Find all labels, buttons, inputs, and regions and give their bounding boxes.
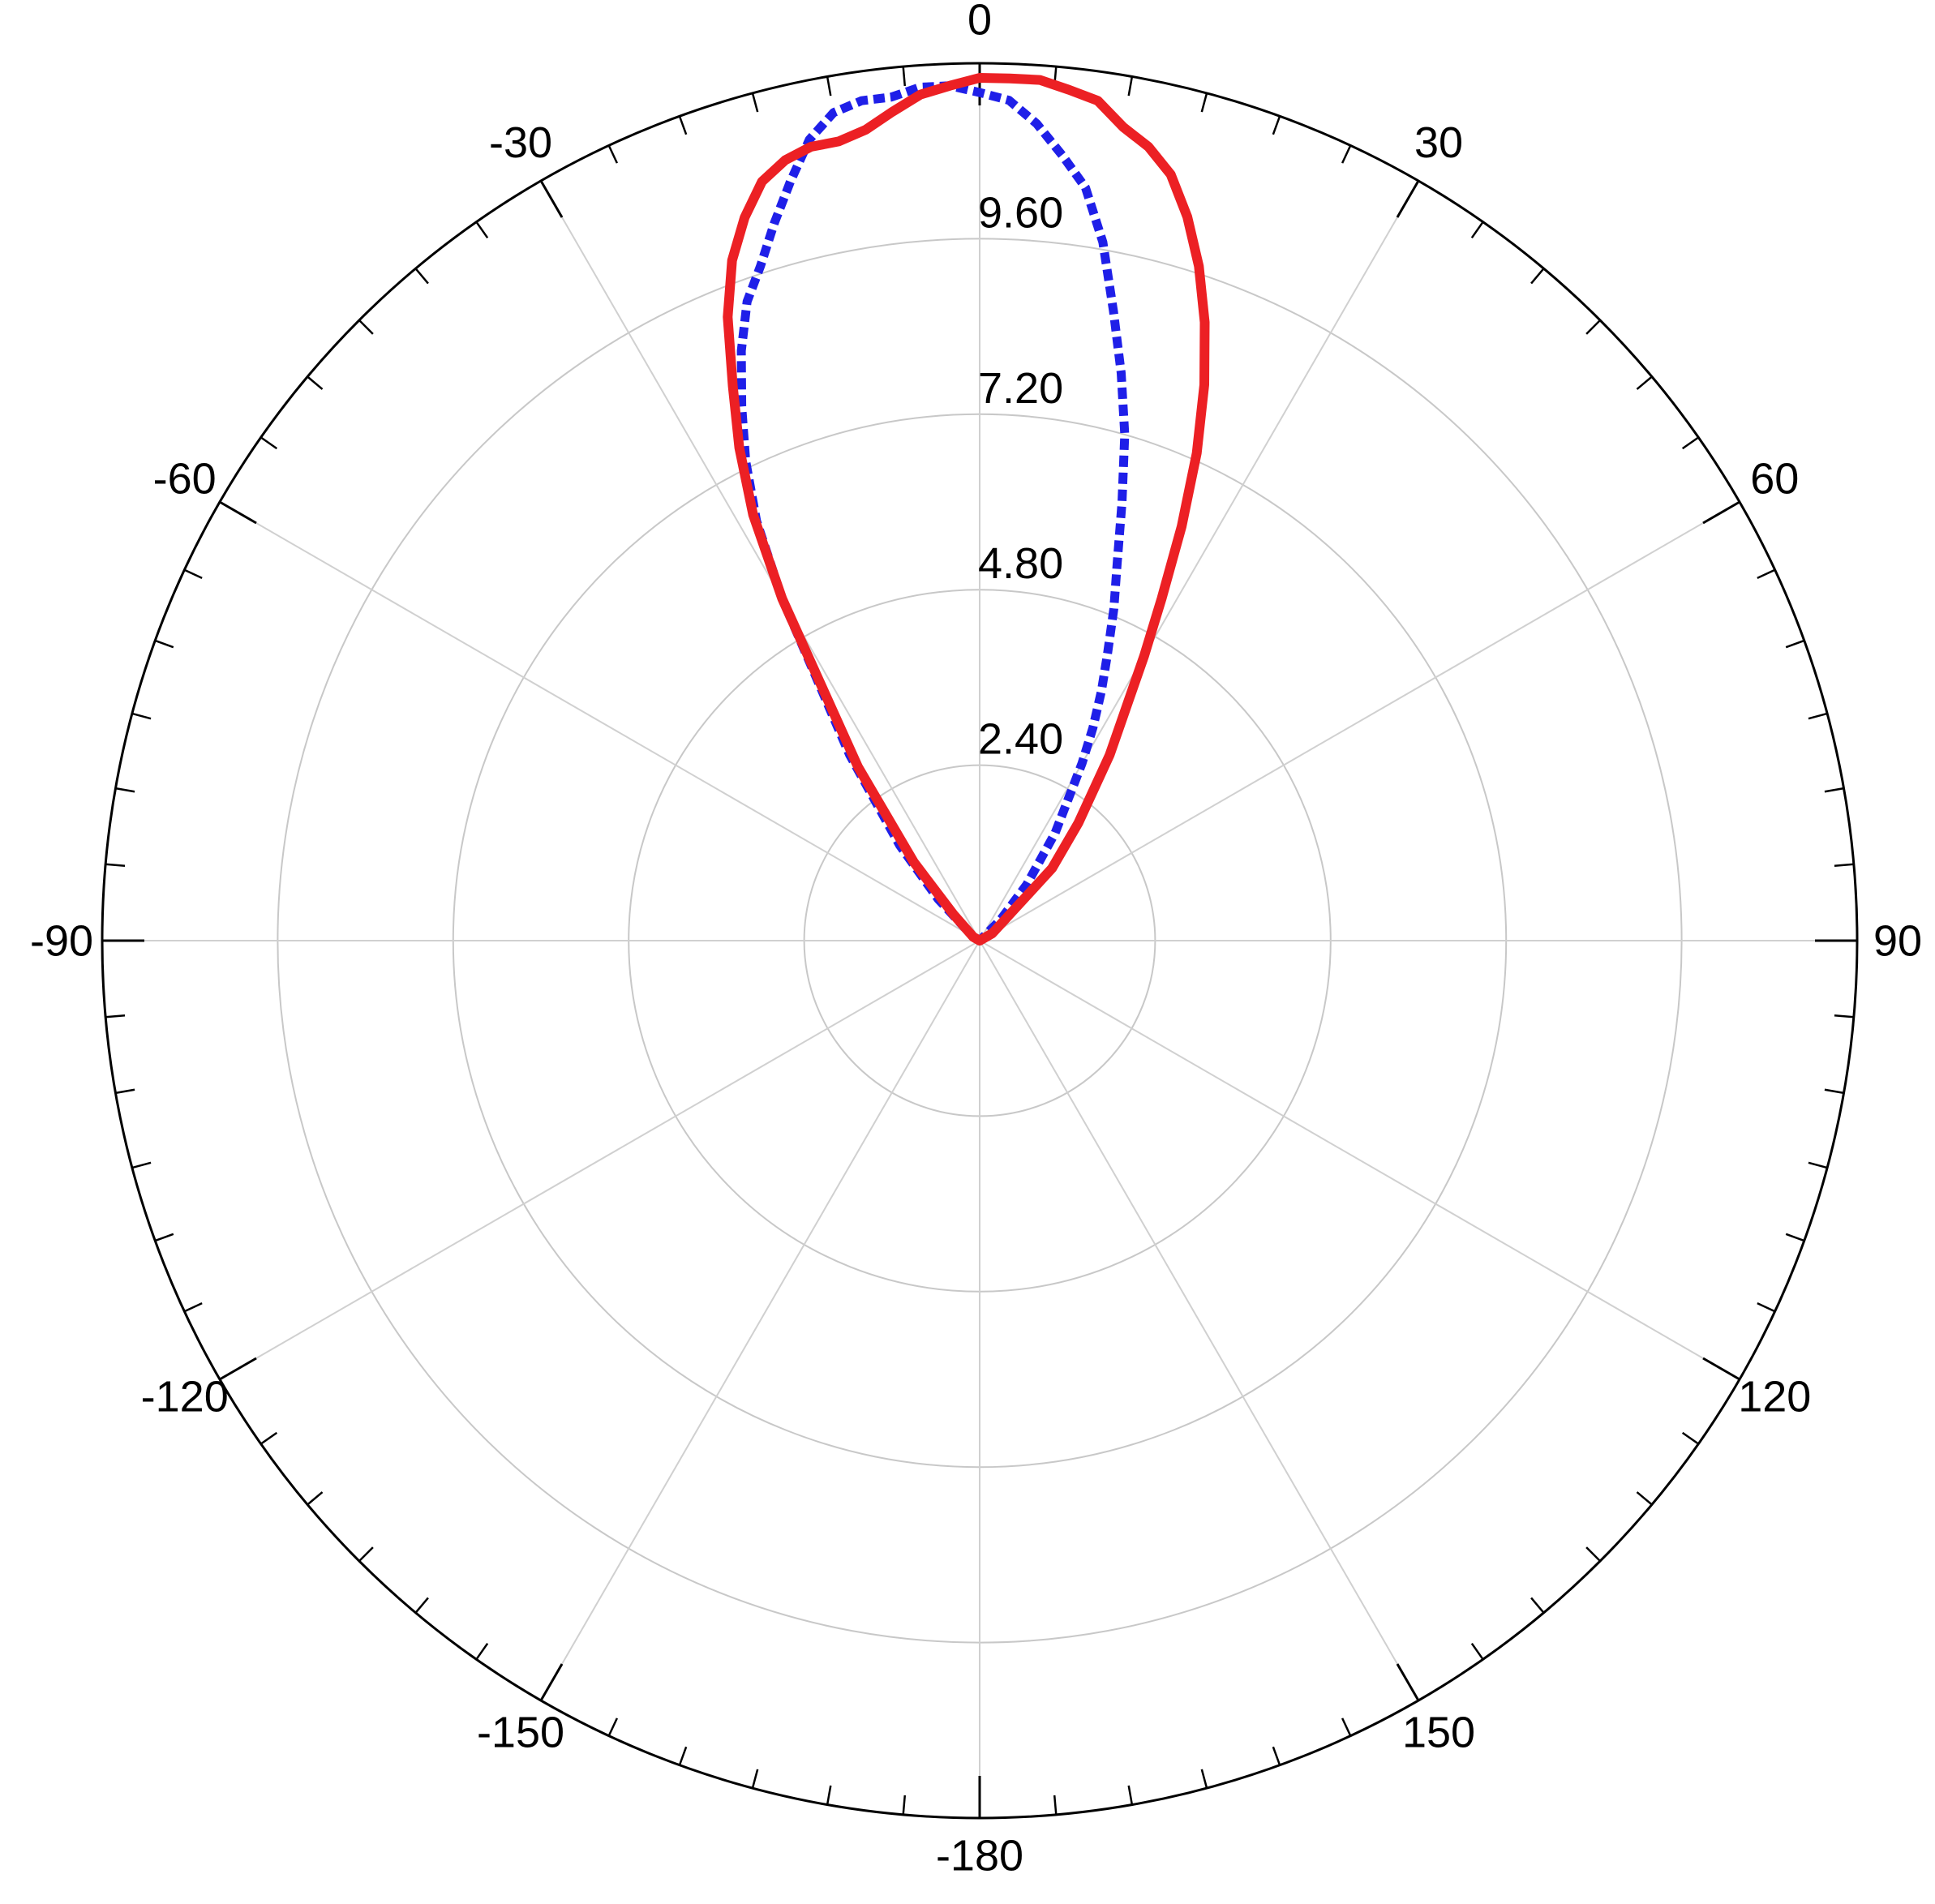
minor-tick: [1053, 1795, 1058, 1815]
angle-tick-label: -90: [30, 916, 93, 965]
angle-tick-label: 150: [1402, 1709, 1475, 1757]
angle-tick-label: 90: [1873, 916, 1922, 965]
minor-tick: [1808, 1161, 1828, 1169]
minor-tick: [678, 1746, 688, 1766]
minor-tick: [414, 1597, 429, 1614]
minor-tick: [1636, 1491, 1653, 1506]
angular-tick-labels: 0 30 60 90 120 150 -180 -150 -120 -90 -60 -30: [30, 0, 1922, 1880]
radial-tick-labels: 2.40 4.80 7.20 9.60: [978, 188, 1063, 763]
radial-tick-label: 2.40: [978, 715, 1063, 764]
minor-tick: [607, 1717, 619, 1737]
minor-tick: [183, 1301, 203, 1313]
angle-tick-label: 120: [1738, 1372, 1811, 1421]
minor-tick: [105, 863, 126, 868]
minor-tick: [1636, 375, 1653, 390]
radial-tick-label: 4.80: [978, 539, 1063, 588]
minor-tick: [1681, 1431, 1700, 1445]
minor-tick: [1808, 712, 1828, 720]
minor-tick: [131, 1161, 152, 1169]
angle-tick-label: 30: [1414, 118, 1463, 167]
major-tick: [539, 180, 564, 218]
grid-spoke: [979, 940, 1419, 1701]
minor-tick: [1681, 436, 1700, 450]
minor-tick: [607, 144, 619, 164]
minor-tick: [307, 1491, 324, 1506]
minor-tick: [1470, 221, 1484, 239]
minor-tick: [1757, 568, 1776, 580]
radial-tick-label: 7.20: [978, 364, 1063, 413]
angle-tick-label: -180: [936, 1831, 1023, 1880]
radial-tick-label: 9.60: [978, 188, 1063, 237]
minor-tick: [1200, 92, 1208, 113]
major-tick: [219, 1357, 257, 1381]
major-tick: [1702, 1357, 1740, 1381]
minor-tick: [154, 1233, 174, 1242]
minor-tick: [105, 1014, 126, 1018]
minor-tick: [826, 1785, 832, 1805]
minor-tick: [115, 787, 135, 793]
minor-tick: [131, 712, 152, 720]
minor-tick: [1585, 1546, 1601, 1562]
minor-tick: [1585, 319, 1601, 335]
minor-tick: [1757, 1301, 1776, 1313]
minor-tick: [154, 639, 174, 649]
angle-tick-label: 60: [1750, 454, 1799, 503]
minor-tick: [1785, 639, 1805, 649]
minor-tick: [751, 1769, 759, 1789]
minor-tick: [1834, 863, 1854, 868]
angle-tick-label: -150: [477, 1709, 564, 1757]
series-line-2: [723, 73, 1210, 946]
minor-tick: [1127, 76, 1134, 96]
grid-spoke: [979, 501, 1740, 941]
angle-tick-label: 0: [968, 0, 992, 44]
minor-tick: [1530, 1597, 1545, 1614]
minor-tick: [678, 115, 688, 135]
minor-tick: [475, 1642, 489, 1661]
minor-tick: [414, 268, 429, 285]
minor-tick: [183, 568, 203, 580]
major-tick: [1396, 1663, 1420, 1701]
angle-tick-label: -60: [153, 454, 217, 503]
angle-tick-label: -30: [489, 118, 552, 167]
minor-tick: [1127, 1785, 1134, 1805]
polar-grid: [101, 62, 1859, 1820]
minor-tick: [1272, 1746, 1281, 1766]
grid-spoke: [540, 940, 980, 1701]
minor-tick: [358, 1546, 374, 1562]
minor-tick: [1470, 1642, 1484, 1661]
series-layer: [723, 73, 1210, 946]
minor-tick: [751, 92, 759, 113]
grid-spoke: [979, 180, 1419, 941]
minor-tick: [902, 66, 907, 87]
minor-tick: [1834, 1014, 1854, 1018]
major-tick: [1396, 180, 1420, 218]
minor-tick: [1272, 115, 1281, 135]
minor-tick: [260, 1431, 278, 1445]
minor-tick: [260, 436, 278, 450]
angle-tick-label: -120: [141, 1372, 229, 1421]
minor-tick: [1824, 1088, 1844, 1095]
minor-tick: [902, 1795, 907, 1815]
grid-spoke: [540, 180, 980, 941]
minor-tick: [115, 1088, 135, 1095]
major-tick: [1702, 500, 1740, 525]
minor-tick: [1200, 1769, 1208, 1789]
grid-spoke: [979, 940, 1740, 1380]
minor-tick: [1785, 1233, 1805, 1242]
minor-tick: [358, 319, 374, 335]
series-line-1: [736, 81, 1130, 946]
minor-tick: [307, 375, 324, 390]
minor-tick: [1341, 1717, 1352, 1737]
minor-tick: [826, 76, 832, 96]
minor-tick: [1824, 787, 1844, 793]
minor-tick: [1530, 268, 1545, 285]
major-tick: [219, 500, 257, 525]
major-tick: [539, 1663, 564, 1701]
grid-spoke: [219, 940, 980, 1380]
grid-spoke: [219, 501, 980, 941]
minor-tick: [475, 221, 489, 239]
minor-tick: [1341, 144, 1352, 164]
